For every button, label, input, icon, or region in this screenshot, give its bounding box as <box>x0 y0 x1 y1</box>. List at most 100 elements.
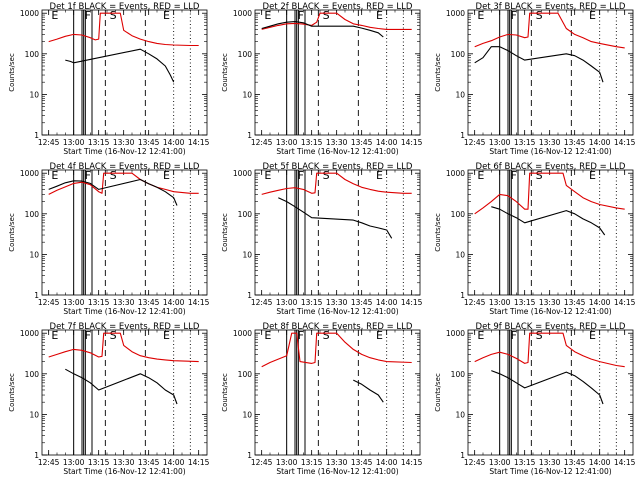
chart-panel: Det 8f BLACK = Events, RED = LLD 1 10 100 10… <box>221 322 423 476</box>
marker-label: E <box>264 169 271 182</box>
chart-title: Det 8f BLACK = Events, RED = LLD <box>263 322 413 332</box>
y-tick-label: 1000 <box>20 169 39 178</box>
series-group <box>261 172 412 239</box>
x-tick-label: 13:45 <box>564 138 586 147</box>
x-tick-label: 13:00 <box>489 298 511 307</box>
events-series-line <box>491 206 606 236</box>
lld-series-line <box>474 172 625 215</box>
x-tick-label: 13:45 <box>138 298 160 307</box>
x-tick-label: 13:00 <box>63 298 85 307</box>
x-tick-label: 13:15 <box>514 458 536 467</box>
x-tick-label: 13:30 <box>113 458 135 467</box>
marker-label: S <box>536 169 543 182</box>
chart-title: Det 5f BLACK = Events, RED = LLD <box>263 162 413 172</box>
y-tick-label: 100 <box>451 210 466 219</box>
x-tick-label: 13:00 <box>489 458 511 467</box>
events-series-line <box>65 48 175 83</box>
marker-label: E <box>376 9 383 22</box>
events-series-line <box>491 370 604 405</box>
y-tick-label: 100 <box>451 50 466 59</box>
chart-panel: Det 3f BLACK = Events, RED = LLD 1 10 100 10… <box>434 2 636 156</box>
y-tick-label: 1000 <box>233 9 252 18</box>
x-tick-label: 14:15 <box>614 298 636 307</box>
marker-label: S <box>323 329 330 342</box>
y-tick-label: 10 <box>455 250 465 259</box>
y-tick-label: 1000 <box>233 329 252 338</box>
y-tick-label: 100 <box>451 370 466 379</box>
x-tick-label: 12:45 <box>464 458 486 467</box>
lld-series-line <box>261 172 412 195</box>
marker-label: F <box>298 9 304 22</box>
y-tick-label: 1 <box>34 291 39 300</box>
x-tick-label: 14:15 <box>614 458 636 467</box>
x-tick-label: 13:15 <box>514 138 536 147</box>
marker-label: E <box>589 9 596 22</box>
marker-label: E <box>376 329 383 342</box>
marker-label: E <box>163 329 170 342</box>
plot-frame <box>467 329 634 456</box>
marker-label: F <box>85 169 91 182</box>
x-tick-label: 13:00 <box>63 458 85 467</box>
x-tick-label: 12:45 <box>38 138 60 147</box>
marker-label: S <box>536 329 543 342</box>
y-tick-label: 1 <box>247 131 252 140</box>
series-group <box>261 332 412 403</box>
x-tick-label: 13:15 <box>301 138 323 147</box>
x-tick-label: 13:15 <box>301 458 323 467</box>
y-axis-label: Counts/sec <box>8 373 16 412</box>
chart-title: Det 9f BLACK = Events, RED = LLD <box>476 322 626 332</box>
y-tick-label: 1000 <box>446 9 465 18</box>
x-tick-label: 13:15 <box>88 458 110 467</box>
y-tick-label: 100 <box>238 210 253 219</box>
marker-label: E <box>51 9 58 22</box>
plot-frame <box>41 9 208 136</box>
x-tick-label: 13:45 <box>351 458 373 467</box>
y-tick-label: 10 <box>455 90 465 99</box>
x-axis-label: Start Time (16-Nov-12 12:41:00) <box>276 307 398 316</box>
x-tick-label: 13:15 <box>88 138 110 147</box>
x-tick-label: 13:00 <box>489 138 511 147</box>
chart-title: Det 3f BLACK = Events, RED = LLD <box>476 2 626 12</box>
lld-series-line <box>474 332 625 368</box>
events-series-line <box>353 379 384 403</box>
x-tick-label: 13:00 <box>276 298 298 307</box>
plot-frame <box>467 9 634 136</box>
chart-panel: Det 6f BLACK = Events, RED = LLD 1 10 100 10… <box>434 162 636 316</box>
y-axis-label: Counts/sec <box>221 213 229 252</box>
x-tick-label: 13:45 <box>351 298 373 307</box>
y-tick-label: 100 <box>238 50 253 59</box>
chart-panel: Det 2f BLACK = Events, RED = LLD 1 10 100 10… <box>221 2 423 156</box>
x-tick-label: 13:45 <box>564 458 586 467</box>
y-tick-label: 1 <box>460 451 465 460</box>
x-tick-label: 13:45 <box>138 458 160 467</box>
x-tick-label: 12:45 <box>251 138 273 147</box>
y-tick-label: 1000 <box>233 169 252 178</box>
events-series-line <box>48 178 178 206</box>
marker-label: S <box>323 9 330 22</box>
x-tick-label: 13:30 <box>539 298 561 307</box>
lld-series-line <box>261 12 412 30</box>
x-tick-label: 12:45 <box>464 138 486 147</box>
x-tick-label: 13:30 <box>539 138 561 147</box>
y-axis-label: Counts/sec <box>221 53 229 92</box>
chart-panel: Det 4f BLACK = Events, RED = LLD 1 10 100 10… <box>8 162 210 316</box>
marker-label: F <box>85 329 91 342</box>
y-tick-label: 1000 <box>20 329 39 338</box>
marker-label: E <box>163 169 170 182</box>
lld-series-line <box>474 12 625 49</box>
y-tick-label: 100 <box>25 50 40 59</box>
x-tick-label: 12:45 <box>251 298 273 307</box>
marker-label: F <box>85 9 91 22</box>
x-tick-label: 13:15 <box>301 298 323 307</box>
y-tick-label: 100 <box>25 370 40 379</box>
plot-frame <box>254 169 421 296</box>
y-tick-label: 1 <box>460 291 465 300</box>
marker-label: E <box>51 329 58 342</box>
y-tick-label: 1000 <box>20 9 39 18</box>
y-tick-label: 100 <box>238 370 253 379</box>
